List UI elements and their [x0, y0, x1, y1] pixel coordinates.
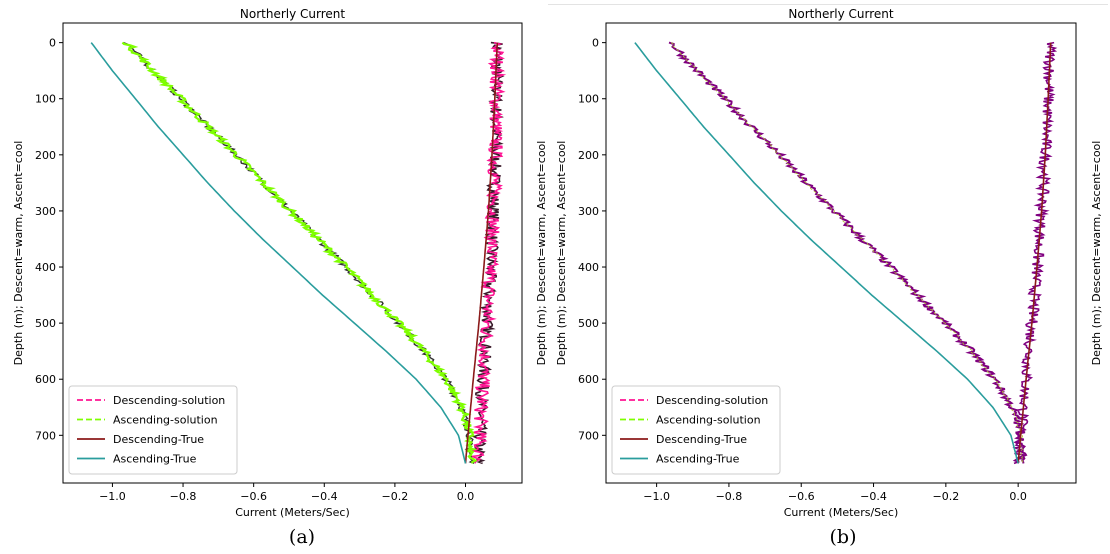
y-tick-label: 600: [578, 373, 599, 386]
legend-label: Descending-True: [656, 433, 747, 446]
y-axis-label: Depth (m); Descent=warm, Ascent=cool: [555, 141, 568, 366]
legend-label: Descending-solution: [656, 394, 768, 407]
descending-solution-overlay: [1012, 41, 1058, 465]
x-tick-label: −0.8: [716, 490, 743, 503]
y-tick-label: 500: [35, 317, 56, 330]
ascending-solution-line: [670, 42, 1024, 464]
legend-box: [68, 385, 238, 475]
right-axis-label: Depth (m); Descent=warm, Ascent=cool: [1090, 141, 1103, 366]
x-tick-label: −0.4: [860, 490, 887, 503]
x-tick-label: −1.0: [99, 490, 126, 503]
chart-title: Northerly Current: [240, 7, 345, 21]
plot-frame: [62, 22, 523, 484]
x-axis-label: Current (Meters/Sec): [235, 506, 350, 519]
plot-area: [634, 41, 1058, 465]
legend-label: Ascending-solution: [656, 414, 761, 427]
descending-solution-line: [469, 41, 507, 464]
legend: Descending-solution Ascending-solution Des…: [68, 385, 238, 475]
chart-title: Northerly Current: [788, 7, 893, 21]
x-tick-label: 0.0: [1009, 490, 1027, 503]
x-tick-label: −0.6: [240, 490, 267, 503]
y-tick-label: 0: [49, 37, 56, 50]
chart-panel-a: Northerly Current −1.0 −0.8 −0.6 −0.4 −0.2 0.0…: [12, 7, 548, 519]
panel-caption-b: (b): [829, 526, 857, 548]
y-tick-label: 100: [578, 93, 599, 106]
y-tick-label: 200: [578, 149, 599, 162]
x-tick-label: 0.0: [457, 490, 475, 503]
y-tick-label: 400: [578, 261, 599, 274]
y-tick-label: 100: [35, 93, 56, 106]
chart-panel-b: Northerly Current −1.0 −0.8 −0.6 −0.4 −0.2 0.0…: [555, 7, 1103, 519]
y-tick-label: 600: [35, 373, 56, 386]
right-axis-label: Depth (m); Descent=warm, Ascent=cool: [535, 141, 548, 366]
legend-label: Descending-solution: [113, 394, 225, 407]
ascending-true-line: [90, 42, 467, 464]
y-axis-label: Depth (m); Descent=warm, Ascent=cool: [12, 141, 25, 366]
ascending-true-line: [634, 42, 1019, 464]
y-tick-label: 0: [592, 37, 599, 50]
legend-label: Descending-True: [113, 433, 204, 446]
y-tick-label: 700: [35, 429, 56, 442]
descending-solution-shadow: [472, 41, 505, 465]
ascending-solution-line: [121, 41, 478, 464]
frame-edge: [548, 0, 1108, 5]
x-tick-label: −0.4: [311, 490, 338, 503]
legend-box: [611, 385, 781, 475]
legend-label: Ascending-True: [113, 453, 197, 466]
plot-area: [90, 41, 507, 465]
y-tick-label: 300: [578, 205, 599, 218]
y-tick-label: 700: [578, 429, 599, 442]
y-tick-label: 500: [578, 317, 599, 330]
plot-frame: [605, 22, 1077, 484]
legend-label: Ascending-True: [656, 453, 740, 466]
legend-label: Ascending-solution: [113, 414, 218, 427]
panel-caption-a: (a): [288, 526, 316, 548]
x-tick-label: −0.8: [170, 490, 197, 503]
descending-true-line: [464, 42, 499, 464]
x-tick-label: −0.2: [932, 490, 959, 503]
x-axis-label: Current (Meters/Sec): [784, 506, 899, 519]
descending-true-line: [1017, 42, 1052, 464]
x-tick-label: −0.2: [382, 490, 409, 503]
y-tick-label: 400: [35, 261, 56, 274]
x-tick-label: −0.6: [788, 490, 815, 503]
legend: Descending-solution Ascending-solution Des…: [611, 385, 781, 475]
y-tick-label: 300: [35, 205, 56, 218]
x-tick-label: −1.0: [643, 490, 670, 503]
y-tick-label: 200: [35, 149, 56, 162]
